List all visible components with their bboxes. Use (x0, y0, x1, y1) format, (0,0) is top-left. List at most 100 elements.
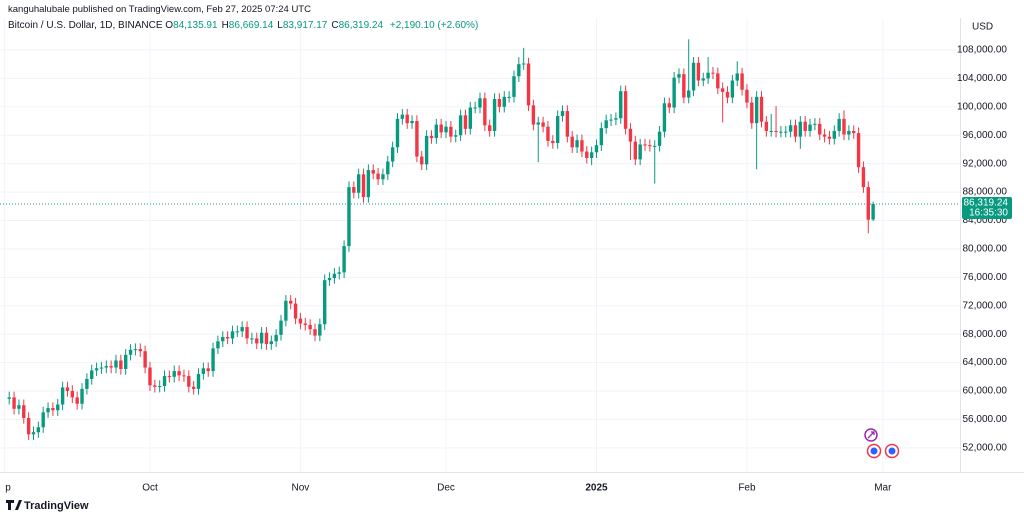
candle-body (488, 125, 492, 131)
candle-body (633, 141, 638, 160)
candle-body (196, 373, 201, 389)
candle-body (206, 368, 210, 372)
candle-body (667, 103, 671, 108)
candle-body (716, 73, 720, 89)
candle-body (546, 126, 550, 141)
candle-body (90, 370, 94, 379)
candle-body (177, 371, 181, 376)
candle-body (191, 386, 196, 389)
candle-body (424, 135, 429, 165)
legend-value: 83,917.17 (282, 20, 328, 31)
symbol-title: Bitcoin / U.S. Dollar, 1D, BINANCE (8, 20, 163, 31)
candle-body (682, 74, 686, 98)
candle-body (560, 111, 565, 117)
candle-body (221, 337, 225, 342)
y-tick-label: 52,000.00 (963, 442, 1008, 453)
x-tick-label: Feb (738, 483, 756, 494)
candle-body (371, 170, 375, 174)
candle-body (410, 121, 414, 124)
footer-brand: TradingView (24, 500, 89, 512)
candle-body (65, 387, 70, 392)
candle-body (856, 133, 861, 168)
candle-body (211, 348, 215, 372)
candle-body (80, 388, 84, 404)
candle-body (623, 91, 628, 129)
candle-body (720, 88, 725, 92)
candle-body (303, 323, 307, 325)
candle-body (293, 303, 298, 319)
candle-body (740, 73, 744, 90)
candle-body (497, 98, 502, 107)
candle-body (784, 131, 788, 133)
candle-body (565, 111, 570, 137)
candle-body (517, 64, 521, 77)
grid (0, 18, 960, 472)
candle-body (521, 63, 526, 65)
candle-body (182, 375, 186, 377)
candle-body (861, 167, 866, 188)
candle-body (289, 300, 293, 304)
candle-body (609, 119, 613, 121)
candles (7, 39, 875, 441)
candle-body (274, 334, 278, 342)
last-price-label: 86,319.24 (964, 198, 1009, 209)
legend-value: 86,319.24 (338, 20, 384, 31)
event-icon (867, 431, 875, 439)
candle-body (507, 96, 511, 98)
candle-body (26, 418, 31, 435)
candle-body (677, 74, 681, 78)
candle-body (284, 300, 288, 321)
candle-body (259, 332, 264, 344)
x-tick-label: p (5, 483, 11, 494)
candle-body (148, 367, 152, 386)
y-tick-label: 56,000.00 (963, 414, 1008, 425)
candle-body (109, 366, 113, 368)
candle-body (449, 126, 453, 137)
candle-body (94, 368, 99, 371)
candle-body (51, 408, 55, 411)
candle-body (167, 376, 172, 378)
candle-body (619, 91, 623, 119)
candle-body (201, 368, 206, 374)
candle-body (468, 107, 472, 129)
candle-body (332, 273, 337, 279)
candle-body (133, 349, 138, 351)
candle-body (653, 145, 657, 147)
candle-body (866, 187, 870, 220)
candle-body (162, 376, 167, 387)
candle-body (216, 341, 220, 349)
candle-body (17, 405, 21, 409)
legend-key: L (277, 20, 283, 31)
candle-body (672, 77, 676, 108)
candle-body (386, 161, 390, 175)
y-tick-label: 88,000.00 (963, 187, 1008, 198)
candle-body (818, 123, 822, 135)
candle-body (318, 324, 322, 336)
candle-body (706, 72, 710, 79)
candle-body (157, 386, 162, 388)
x-tick-label: Mar (874, 483, 892, 494)
candle-body (589, 152, 594, 158)
candle-body (599, 128, 604, 146)
candle-body (230, 331, 235, 339)
axis-unit: USD (972, 22, 993, 33)
candle-body (536, 122, 540, 125)
candle-body (711, 72, 715, 74)
candle-body (735, 73, 739, 81)
y-tick-label: 100,000.00 (957, 101, 1007, 112)
candle-body (541, 122, 545, 127)
legend-key: C (331, 20, 339, 31)
candle-body (551, 140, 555, 144)
y-tick-label: 92,000.00 (963, 158, 1008, 169)
candle-body (46, 408, 50, 413)
candle-body (390, 147, 395, 162)
y-tick-label: 64,000.00 (963, 357, 1008, 368)
candle-body (405, 114, 409, 124)
candle-body (594, 145, 599, 153)
candle-body (415, 121, 419, 157)
y-tick-label: 72,000.00 (963, 300, 1008, 311)
candle-body (60, 387, 65, 405)
candle-body (580, 140, 584, 152)
candle-body (400, 114, 405, 119)
